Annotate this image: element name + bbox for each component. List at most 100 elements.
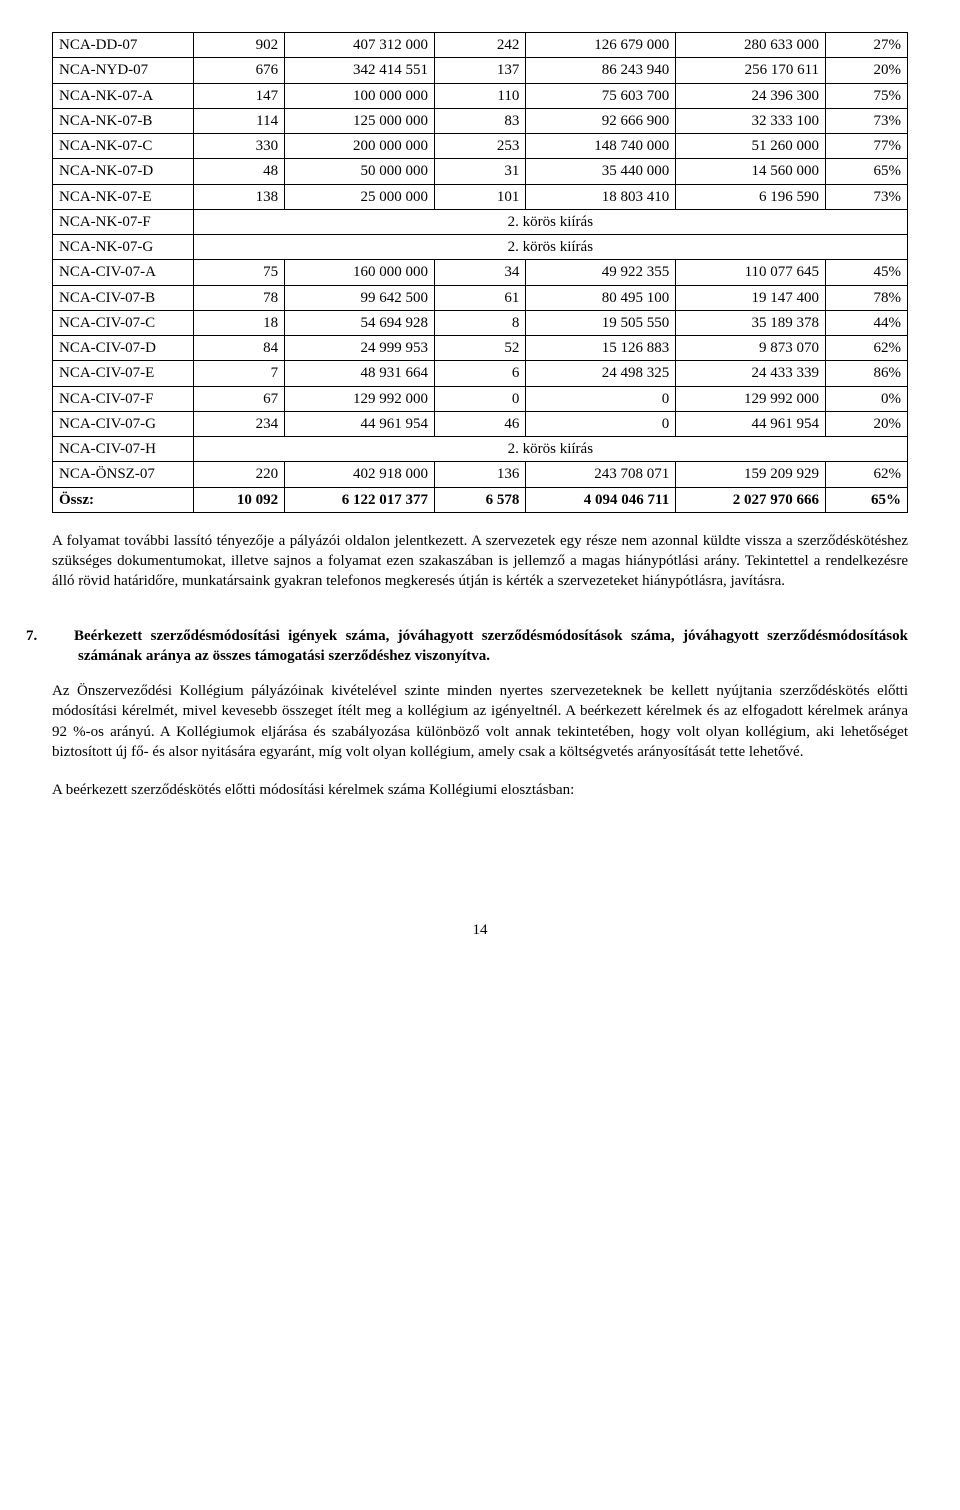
table-cell: 6 578 (434, 487, 525, 512)
section-7: 7.Beérkezett szerződésmódosítási igények… (52, 626, 908, 763)
section-7-body: Az Önszerveződési Kollégium pályázóinak … (52, 681, 908, 762)
table-row: NCA-CIV-07-C1854 694 928819 505 55035 18… (53, 310, 908, 335)
table-cell: 902 (193, 33, 284, 58)
table-row: NCA-CIV-07-D8424 999 9535215 126 8839 87… (53, 336, 908, 361)
table-row: NCA-NK-07-A147100 000 00011075 603 70024… (53, 83, 908, 108)
table-cell: 101 (434, 184, 525, 209)
table-cell: 84 (193, 336, 284, 361)
table-row: Össz:10 0926 122 017 3776 5784 094 046 7… (53, 487, 908, 512)
table-cell: NCA-NK-07-D (53, 159, 194, 184)
table-cell: 34 (434, 260, 525, 285)
table-cell: 342 414 551 (285, 58, 435, 83)
table-cell: 35 440 000 (526, 159, 676, 184)
table-cell: 61 (434, 285, 525, 310)
table-cell: NCA-NK-07-E (53, 184, 194, 209)
table-cell: NCA-CIV-07-E (53, 361, 194, 386)
table-cell: 25 000 000 (285, 184, 435, 209)
table-cell: 159 209 929 (676, 462, 826, 487)
table-cell: 220 (193, 462, 284, 487)
table-row: NCA-NYD-07676342 414 55113786 243 940256… (53, 58, 908, 83)
table-cell: 0 (526, 386, 676, 411)
table-cell: 14 560 000 (676, 159, 826, 184)
table-cell: 15 126 883 (526, 336, 676, 361)
table-cell: 148 740 000 (526, 134, 676, 159)
table-cell: 6 (434, 361, 525, 386)
table-cell: NCA-NK-07-B (53, 108, 194, 133)
table-cell: 138 (193, 184, 284, 209)
table-cell: 2 027 970 666 (676, 487, 826, 512)
table-span-cell: 2. körös kiírás (193, 437, 907, 462)
table-cell: 86 243 940 (526, 58, 676, 83)
table-cell: 44 961 954 (285, 411, 435, 436)
table-cell: 32 333 100 (676, 108, 826, 133)
table-row: NCA-NK-07-G2. körös kiírás (53, 235, 908, 260)
table-cell: 676 (193, 58, 284, 83)
table-cell: 20% (826, 411, 908, 436)
section-7-number: 7. (52, 626, 74, 646)
table-cell: 51 260 000 (676, 134, 826, 159)
table-cell: 75 (193, 260, 284, 285)
table-cell: 200 000 000 (285, 134, 435, 159)
section-7-heading-text: Beérkezett szerződésmódosítási igények s… (74, 628, 908, 664)
table-cell: NCA-CIV-07-C (53, 310, 194, 335)
table-cell: 24 396 300 (676, 83, 826, 108)
table-cell: NCA-DD-07 (53, 33, 194, 58)
table-cell: 18 803 410 (526, 184, 676, 209)
table-cell: NCA-NYD-07 (53, 58, 194, 83)
table-cell: 126 679 000 (526, 33, 676, 58)
table-cell: 54 694 928 (285, 310, 435, 335)
table-cell: 24 999 953 (285, 336, 435, 361)
table-cell: 73% (826, 184, 908, 209)
table-cell: 243 708 071 (526, 462, 676, 487)
table-cell: NCA-ÖNSZ-07 (53, 462, 194, 487)
table-row: NCA-NK-07-B114125 000 0008392 666 90032 … (53, 108, 908, 133)
table-row: NCA-NK-07-E13825 000 00010118 803 4106 1… (53, 184, 908, 209)
table-cell: 24 498 325 (526, 361, 676, 386)
table-cell: 242 (434, 33, 525, 58)
table-cell: 62% (826, 336, 908, 361)
table-cell: 52 (434, 336, 525, 361)
table-cell: NCA-NK-07-A (53, 83, 194, 108)
table-cell: NCA-CIV-07-G (53, 411, 194, 436)
table-row: NCA-CIV-07-A75160 000 0003449 922 355110… (53, 260, 908, 285)
table-cell: NCA-CIV-07-F (53, 386, 194, 411)
table-span-cell: 2. körös kiírás (193, 209, 907, 234)
table-cell: 80 495 100 (526, 285, 676, 310)
table-cell: 86% (826, 361, 908, 386)
table-cell: 402 918 000 (285, 462, 435, 487)
table-cell: 407 312 000 (285, 33, 435, 58)
paragraph-distribution: A beérkezett szerződéskötés előtti módos… (52, 780, 908, 800)
table-cell: 92 666 900 (526, 108, 676, 133)
table-cell: 77% (826, 134, 908, 159)
table-row: NCA-NK-07-D4850 000 0003135 440 00014 56… (53, 159, 908, 184)
table-cell: 0% (826, 386, 908, 411)
table-cell: 50 000 000 (285, 159, 435, 184)
table-cell: 48 931 664 (285, 361, 435, 386)
table-cell: NCA-NK-07-G (53, 235, 194, 260)
table-cell: NCA-NK-07-C (53, 134, 194, 159)
table-cell: 78 (193, 285, 284, 310)
table-cell: 125 000 000 (285, 108, 435, 133)
table-row: NCA-CIV-07-E748 931 664624 498 32524 433… (53, 361, 908, 386)
table-cell: 45% (826, 260, 908, 285)
table-cell: 65% (826, 487, 908, 512)
table-cell: 9 873 070 (676, 336, 826, 361)
funding-table: NCA-DD-07902407 312 000242126 679 000280… (52, 32, 908, 513)
table-cell: 67 (193, 386, 284, 411)
table-cell: 0 (526, 411, 676, 436)
table-cell: 46 (434, 411, 525, 436)
table-cell: 27% (826, 33, 908, 58)
table-cell: 110 (434, 83, 525, 108)
table-cell: 78% (826, 285, 908, 310)
table-cell: 160 000 000 (285, 260, 435, 285)
table-row: NCA-CIV-07-H2. körös kiírás (53, 437, 908, 462)
table-cell: 62% (826, 462, 908, 487)
table-span-cell: 2. körös kiírás (193, 235, 907, 260)
table-cell: 75 603 700 (526, 83, 676, 108)
table-cell: 253 (434, 134, 525, 159)
page-number: 14 (52, 920, 908, 940)
table-cell: 280 633 000 (676, 33, 826, 58)
table-cell: 75% (826, 83, 908, 108)
table-cell: 31 (434, 159, 525, 184)
table-row: NCA-NK-07-C330200 000 000253148 740 0005… (53, 134, 908, 159)
